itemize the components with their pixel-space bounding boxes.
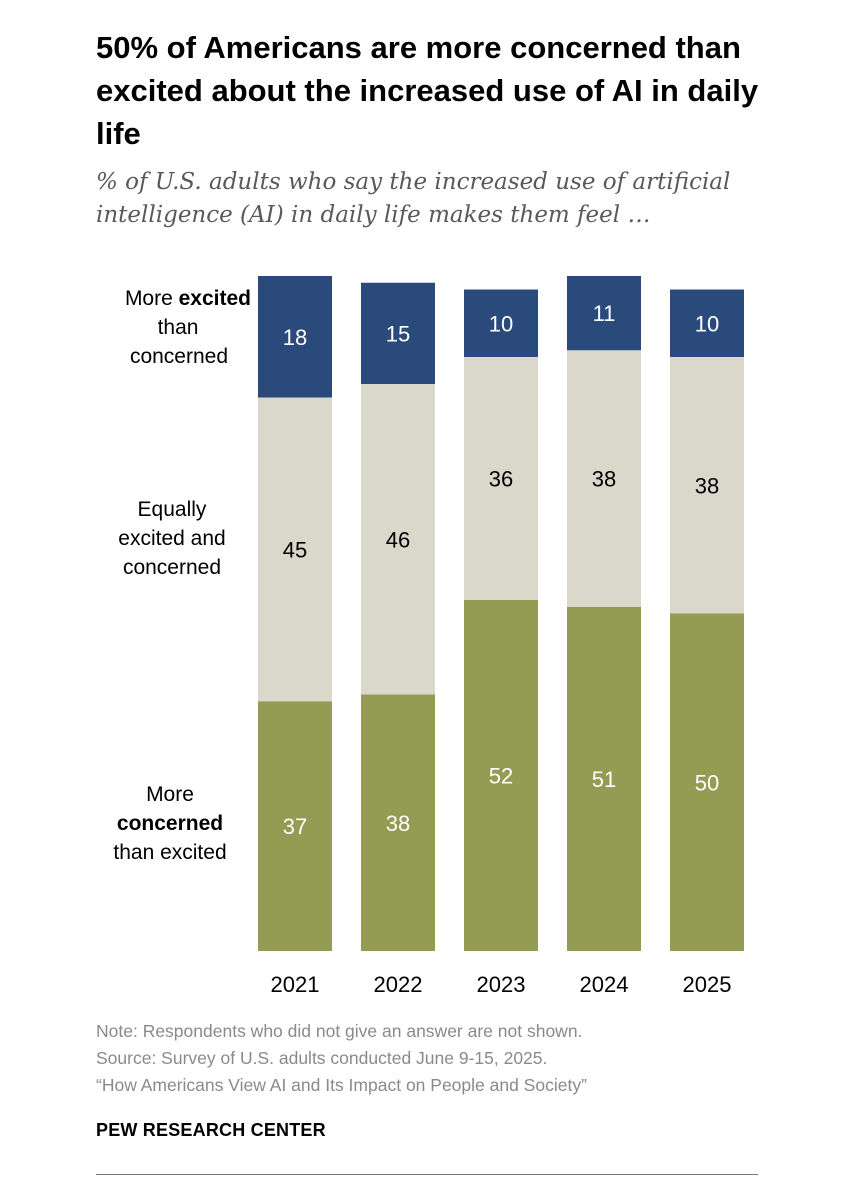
- bar-segment-equally-2024: [567, 350, 641, 607]
- data-label-equally-2024: 38: [592, 467, 616, 492]
- organization-name: PEW RESEARCH CENTER: [96, 1120, 326, 1140]
- legend-equally-line1: Equally: [138, 498, 207, 521]
- chart-subtitle: % of U.S. adults who say the increased u…: [96, 169, 731, 228]
- bar-segment-excited-2025: [670, 289, 744, 357]
- legend-concerned-line2: concerned: [117, 812, 223, 835]
- data-label-excited-2024: 11: [593, 301, 616, 326]
- bottom-divider: [96, 1174, 758, 1175]
- legend-excited-line2: than: [158, 316, 199, 339]
- x-tick-label-2023: 2023: [477, 972, 526, 997]
- note-text: Note: Respondents who did not give an an…: [96, 1021, 583, 1041]
- chart-footnotes: Note: Respondents who did not give an an…: [96, 1018, 816, 1099]
- bar-segment-concerned-2024: [567, 606, 641, 951]
- legend-concerned-line1: More: [146, 783, 194, 806]
- bar-segment-excited-2023: [464, 289, 538, 357]
- bar-segment-concerned-2025: [670, 613, 744, 951]
- chart-title: 50% of Americans are more concerned than…: [96, 30, 759, 151]
- bar-segment-concerned-2022: [361, 694, 435, 951]
- source-text: Source: Survey of U.S. adults conducted …: [96, 1048, 548, 1068]
- data-label-concerned-2022: 38: [386, 811, 410, 836]
- x-tick-label-2024: 2024: [580, 972, 629, 997]
- bar-segment-concerned-2021: [258, 701, 332, 951]
- x-tick-label-2022: 2022: [374, 972, 423, 997]
- stacked-bar-chart: 37 45 18 2021 38 46 15 2022 52 36 10 2023 51 38 11 2024…: [113, 276, 744, 997]
- data-label-concerned-2021: 37: [283, 814, 307, 839]
- data-label-excited-2023: 10: [489, 311, 513, 336]
- bar-segment-excited-2021: [258, 276, 332, 398]
- data-label-concerned-2023: 52: [489, 764, 513, 789]
- data-label-concerned-2025: 50: [695, 770, 719, 795]
- data-label-equally-2022: 46: [386, 527, 410, 552]
- data-label-excited-2022: 15: [386, 321, 410, 346]
- bar-segment-excited-2022: [361, 282, 435, 384]
- legend-equally-line2: excited and: [118, 527, 225, 550]
- x-tick-label-2021: 2021: [271, 972, 320, 997]
- data-label-equally-2023: 36: [489, 467, 513, 492]
- bar-segment-equally-2021: [258, 397, 332, 702]
- bar-segment-equally-2025: [670, 357, 744, 614]
- bar-segment-concerned-2023: [464, 600, 538, 951]
- data-label-excited-2021: 18: [283, 325, 307, 350]
- bar-segment-excited-2024: [567, 276, 641, 351]
- data-label-equally-2025: 38: [695, 473, 719, 498]
- report-title-text: “How Americans View AI and Its Impact on…: [96, 1075, 587, 1095]
- bar-segment-equally-2023: [464, 357, 538, 600]
- legend-excited-line3: concerned: [130, 345, 228, 368]
- legend-concerned-line3: than excited: [113, 841, 226, 864]
- bar-segment-equally-2022: [361, 384, 435, 695]
- data-label-concerned-2024: 51: [592, 767, 616, 792]
- data-label-equally-2021: 45: [283, 537, 307, 562]
- x-tick-label-2025: 2025: [683, 972, 732, 997]
- legend-excited-line1: More excited: [125, 287, 251, 310]
- data-label-excited-2025: 10: [695, 311, 719, 336]
- legend-equally-line3: concerned: [123, 556, 221, 579]
